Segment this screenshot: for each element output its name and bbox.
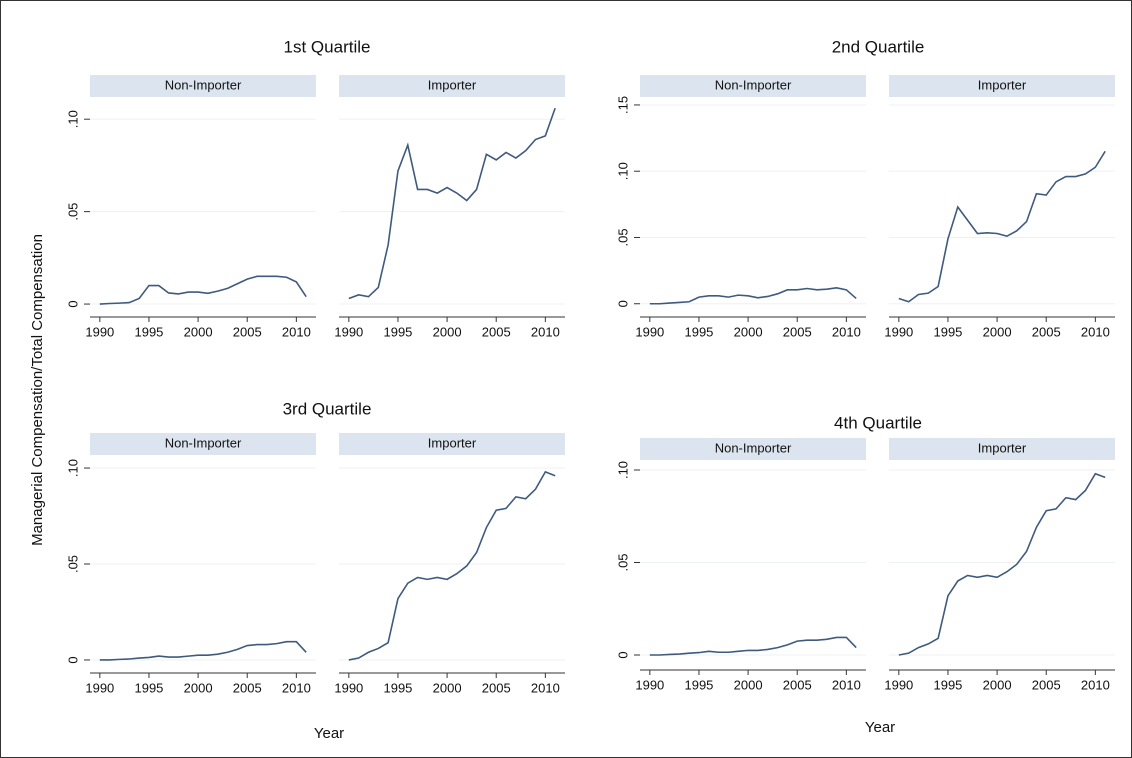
panel-subtitle: Non-Importer	[165, 435, 242, 450]
line	[649, 287, 857, 305]
panel-subtitle: Non-Importer	[715, 440, 792, 455]
x-tick-label: 2005	[1032, 324, 1061, 339]
x-tick-label: 1990	[884, 677, 913, 692]
x-tick-label: 2000	[433, 324, 462, 339]
chart-title: 3rd Quartile	[283, 399, 372, 418]
y-tick-label: .05	[615, 553, 630, 571]
line	[348, 107, 556, 300]
x-tick-label: 2005	[233, 324, 262, 339]
x-tick-label: 2005	[482, 324, 511, 339]
x-tick-label: 2005	[783, 677, 812, 692]
y-tick-label: .05	[65, 555, 80, 573]
x-tick-label: 1990	[85, 324, 114, 339]
y-tick-label: 0	[65, 656, 80, 663]
x-tick-label: 2005	[1032, 677, 1061, 692]
panel-subtitle: Importer	[428, 435, 477, 450]
x-tick-label: 1995	[134, 680, 163, 695]
panel-subtitle: Non-Importer	[165, 77, 242, 92]
y-tick-label: .10	[65, 110, 80, 128]
x-tick-label: 1995	[684, 324, 713, 339]
panel-subtitle: Importer	[978, 440, 1027, 455]
chart-title: 2nd Quartile	[832, 37, 925, 56]
line	[649, 636, 857, 656]
strip	[90, 433, 316, 455]
chart-title: 1st Quartile	[284, 37, 371, 56]
line	[99, 640, 307, 661]
x-tick-label: 1990	[635, 677, 664, 692]
x-tick-label: 2005	[783, 324, 812, 339]
x-tick-label: 2000	[184, 680, 213, 695]
x-tick-label: 1990	[85, 680, 114, 695]
x-tick-label: 1990	[334, 324, 363, 339]
y-tick-label: .05	[65, 203, 80, 221]
x-tick-label: 1995	[134, 324, 163, 339]
x-tick-label: 2000	[983, 324, 1012, 339]
y-tick-label: .15	[615, 96, 630, 114]
x-tick-label: 1990	[334, 680, 363, 695]
x-tick-label: 1990	[635, 324, 664, 339]
strip	[640, 438, 866, 460]
x-tick-label: 2005	[482, 680, 511, 695]
strip	[640, 75, 866, 97]
y-tick-label: 0	[615, 651, 630, 658]
panel-subtitle: Importer	[428, 77, 477, 92]
line	[348, 470, 556, 661]
x-tick-label: 2010	[1081, 677, 1110, 692]
x-tick-label: 2010	[282, 680, 311, 695]
x-axis-label: Year	[314, 725, 344, 742]
y-tick-label: 0	[65, 300, 80, 307]
y-tick-label: 0	[615, 300, 630, 307]
x-tick-label: 2010	[531, 680, 560, 695]
y-tick-label: .10	[615, 461, 630, 479]
panel-subtitle: Importer	[978, 77, 1027, 92]
x-tick-label: 1995	[684, 677, 713, 692]
strip	[339, 433, 565, 455]
x-tick-label: 2000	[983, 677, 1012, 692]
line	[898, 150, 1106, 303]
y-axis-label: Managerial Compensation/Total Compensati…	[29, 234, 46, 546]
x-tick-label: 2000	[734, 324, 763, 339]
x-axis-label: Year	[865, 719, 895, 736]
x-tick-label: 1990	[884, 324, 913, 339]
x-tick-label: 1995	[383, 680, 412, 695]
x-tick-label: 1995	[933, 677, 962, 692]
chart-title: 4th Quartile	[834, 413, 922, 432]
strip	[339, 75, 565, 97]
strip	[889, 438, 1115, 460]
y-tick-label: .10	[65, 459, 80, 477]
strip	[889, 75, 1115, 97]
x-tick-label: 2005	[233, 680, 262, 695]
x-tick-label: 1995	[933, 324, 962, 339]
x-tick-label: 2000	[734, 677, 763, 692]
x-tick-label: 2010	[531, 324, 560, 339]
line	[898, 472, 1106, 656]
x-tick-label: 2010	[1081, 324, 1110, 339]
line	[99, 275, 307, 305]
x-tick-label: 2000	[184, 324, 213, 339]
strip	[90, 75, 316, 97]
panel-subtitle: Non-Importer	[715, 77, 792, 92]
y-tick-label: .05	[615, 228, 630, 246]
x-tick-label: 2010	[832, 677, 861, 692]
x-tick-label: 1995	[383, 324, 412, 339]
y-tick-label: .10	[615, 162, 630, 180]
x-tick-label: 2010	[832, 324, 861, 339]
x-tick-label: 2010	[282, 324, 311, 339]
x-tick-label: 2000	[433, 680, 462, 695]
